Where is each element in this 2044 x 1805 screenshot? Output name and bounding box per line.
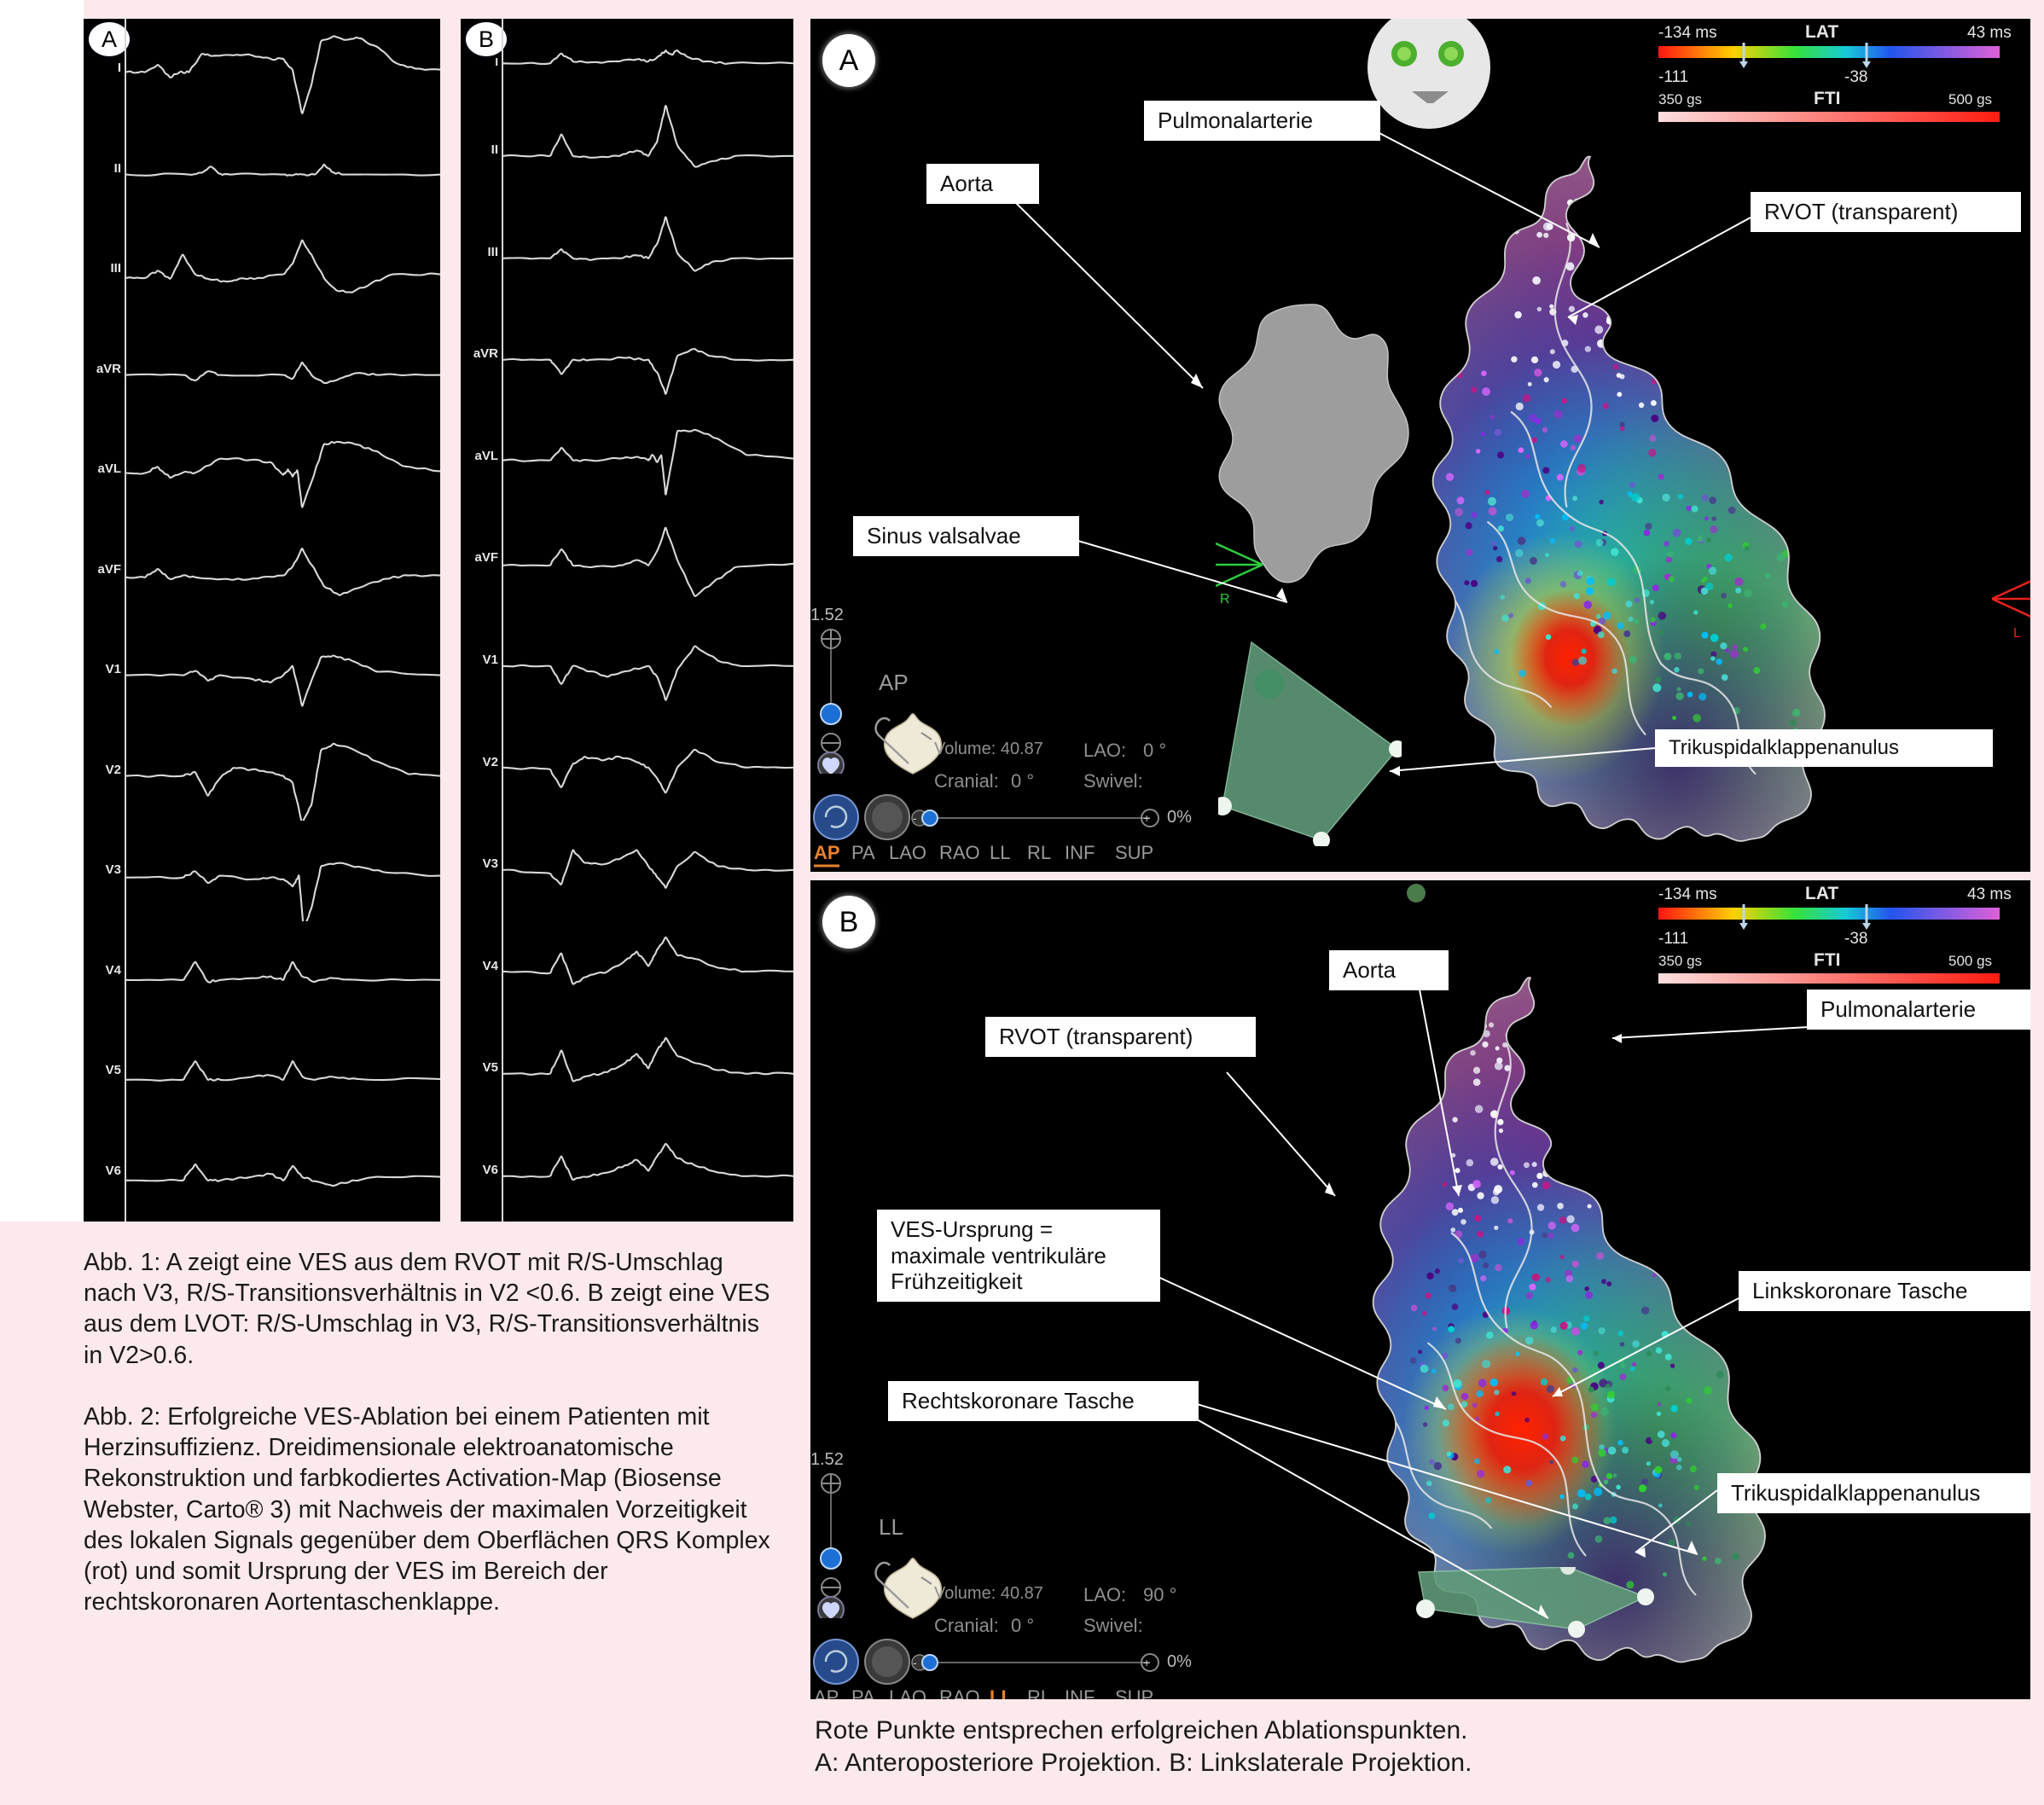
svg-text:43 ms: 43 ms <box>1967 24 2012 42</box>
svg-text:-: - <box>913 1656 917 1669</box>
svg-text:INF: INF <box>1065 842 1095 863</box>
svg-text:LL: LL <box>990 842 1010 863</box>
svg-text:FTI: FTI <box>1814 89 1841 108</box>
svg-text:PA: PA <box>851 1686 875 1699</box>
svg-text:RAO: RAO <box>939 842 980 863</box>
svg-text:-111: -111 <box>1658 68 1688 86</box>
svg-text:0%: 0% <box>1167 1652 1192 1671</box>
svg-text:+: + <box>1143 1656 1150 1669</box>
svg-text:SUP: SUP <box>1115 842 1153 863</box>
svg-text:43 ms: 43 ms <box>1967 885 2012 903</box>
svg-text:350 gs: 350 gs <box>1658 91 1702 107</box>
svg-text:+: + <box>1143 811 1150 825</box>
svg-text:LAT: LAT <box>1805 884 1838 903</box>
svg-text:0%: 0% <box>1167 808 1192 827</box>
svg-text:R: R <box>1220 592 1230 607</box>
svg-text:-134 ms: -134 ms <box>1658 885 1717 903</box>
svg-text:L: L <box>2013 626 2021 641</box>
svg-text:-38: -38 <box>1844 68 1867 86</box>
svg-text:-: - <box>913 811 917 825</box>
svg-text:RAO: RAO <box>939 1686 980 1699</box>
svg-text:LL: LL <box>990 1686 1013 1699</box>
svg-text:SUP: SUP <box>1115 1686 1153 1699</box>
svg-text:-134 ms: -134 ms <box>1658 24 1717 42</box>
svg-text:LAT: LAT <box>1805 22 1838 42</box>
svg-text:PA: PA <box>851 842 875 863</box>
svg-text:AP: AP <box>879 670 909 695</box>
svg-text:INF: INF <box>1065 1686 1095 1699</box>
svg-text:AP: AP <box>814 842 840 863</box>
svg-text:RL: RL <box>1027 1686 1051 1699</box>
svg-text:AP: AP <box>814 1686 839 1699</box>
svg-text:LAO: LAO <box>889 1686 926 1699</box>
svg-text:-38: -38 <box>1844 930 1867 948</box>
svg-text:500 gs: 500 gs <box>1948 953 1992 969</box>
svg-text:LL: LL <box>879 1514 903 1540</box>
svg-text:-111: -111 <box>1658 930 1688 948</box>
svg-text:RL: RL <box>1027 842 1051 863</box>
svg-text:500 gs: 500 gs <box>1948 91 1992 107</box>
svg-text:LAO: LAO <box>889 842 926 863</box>
